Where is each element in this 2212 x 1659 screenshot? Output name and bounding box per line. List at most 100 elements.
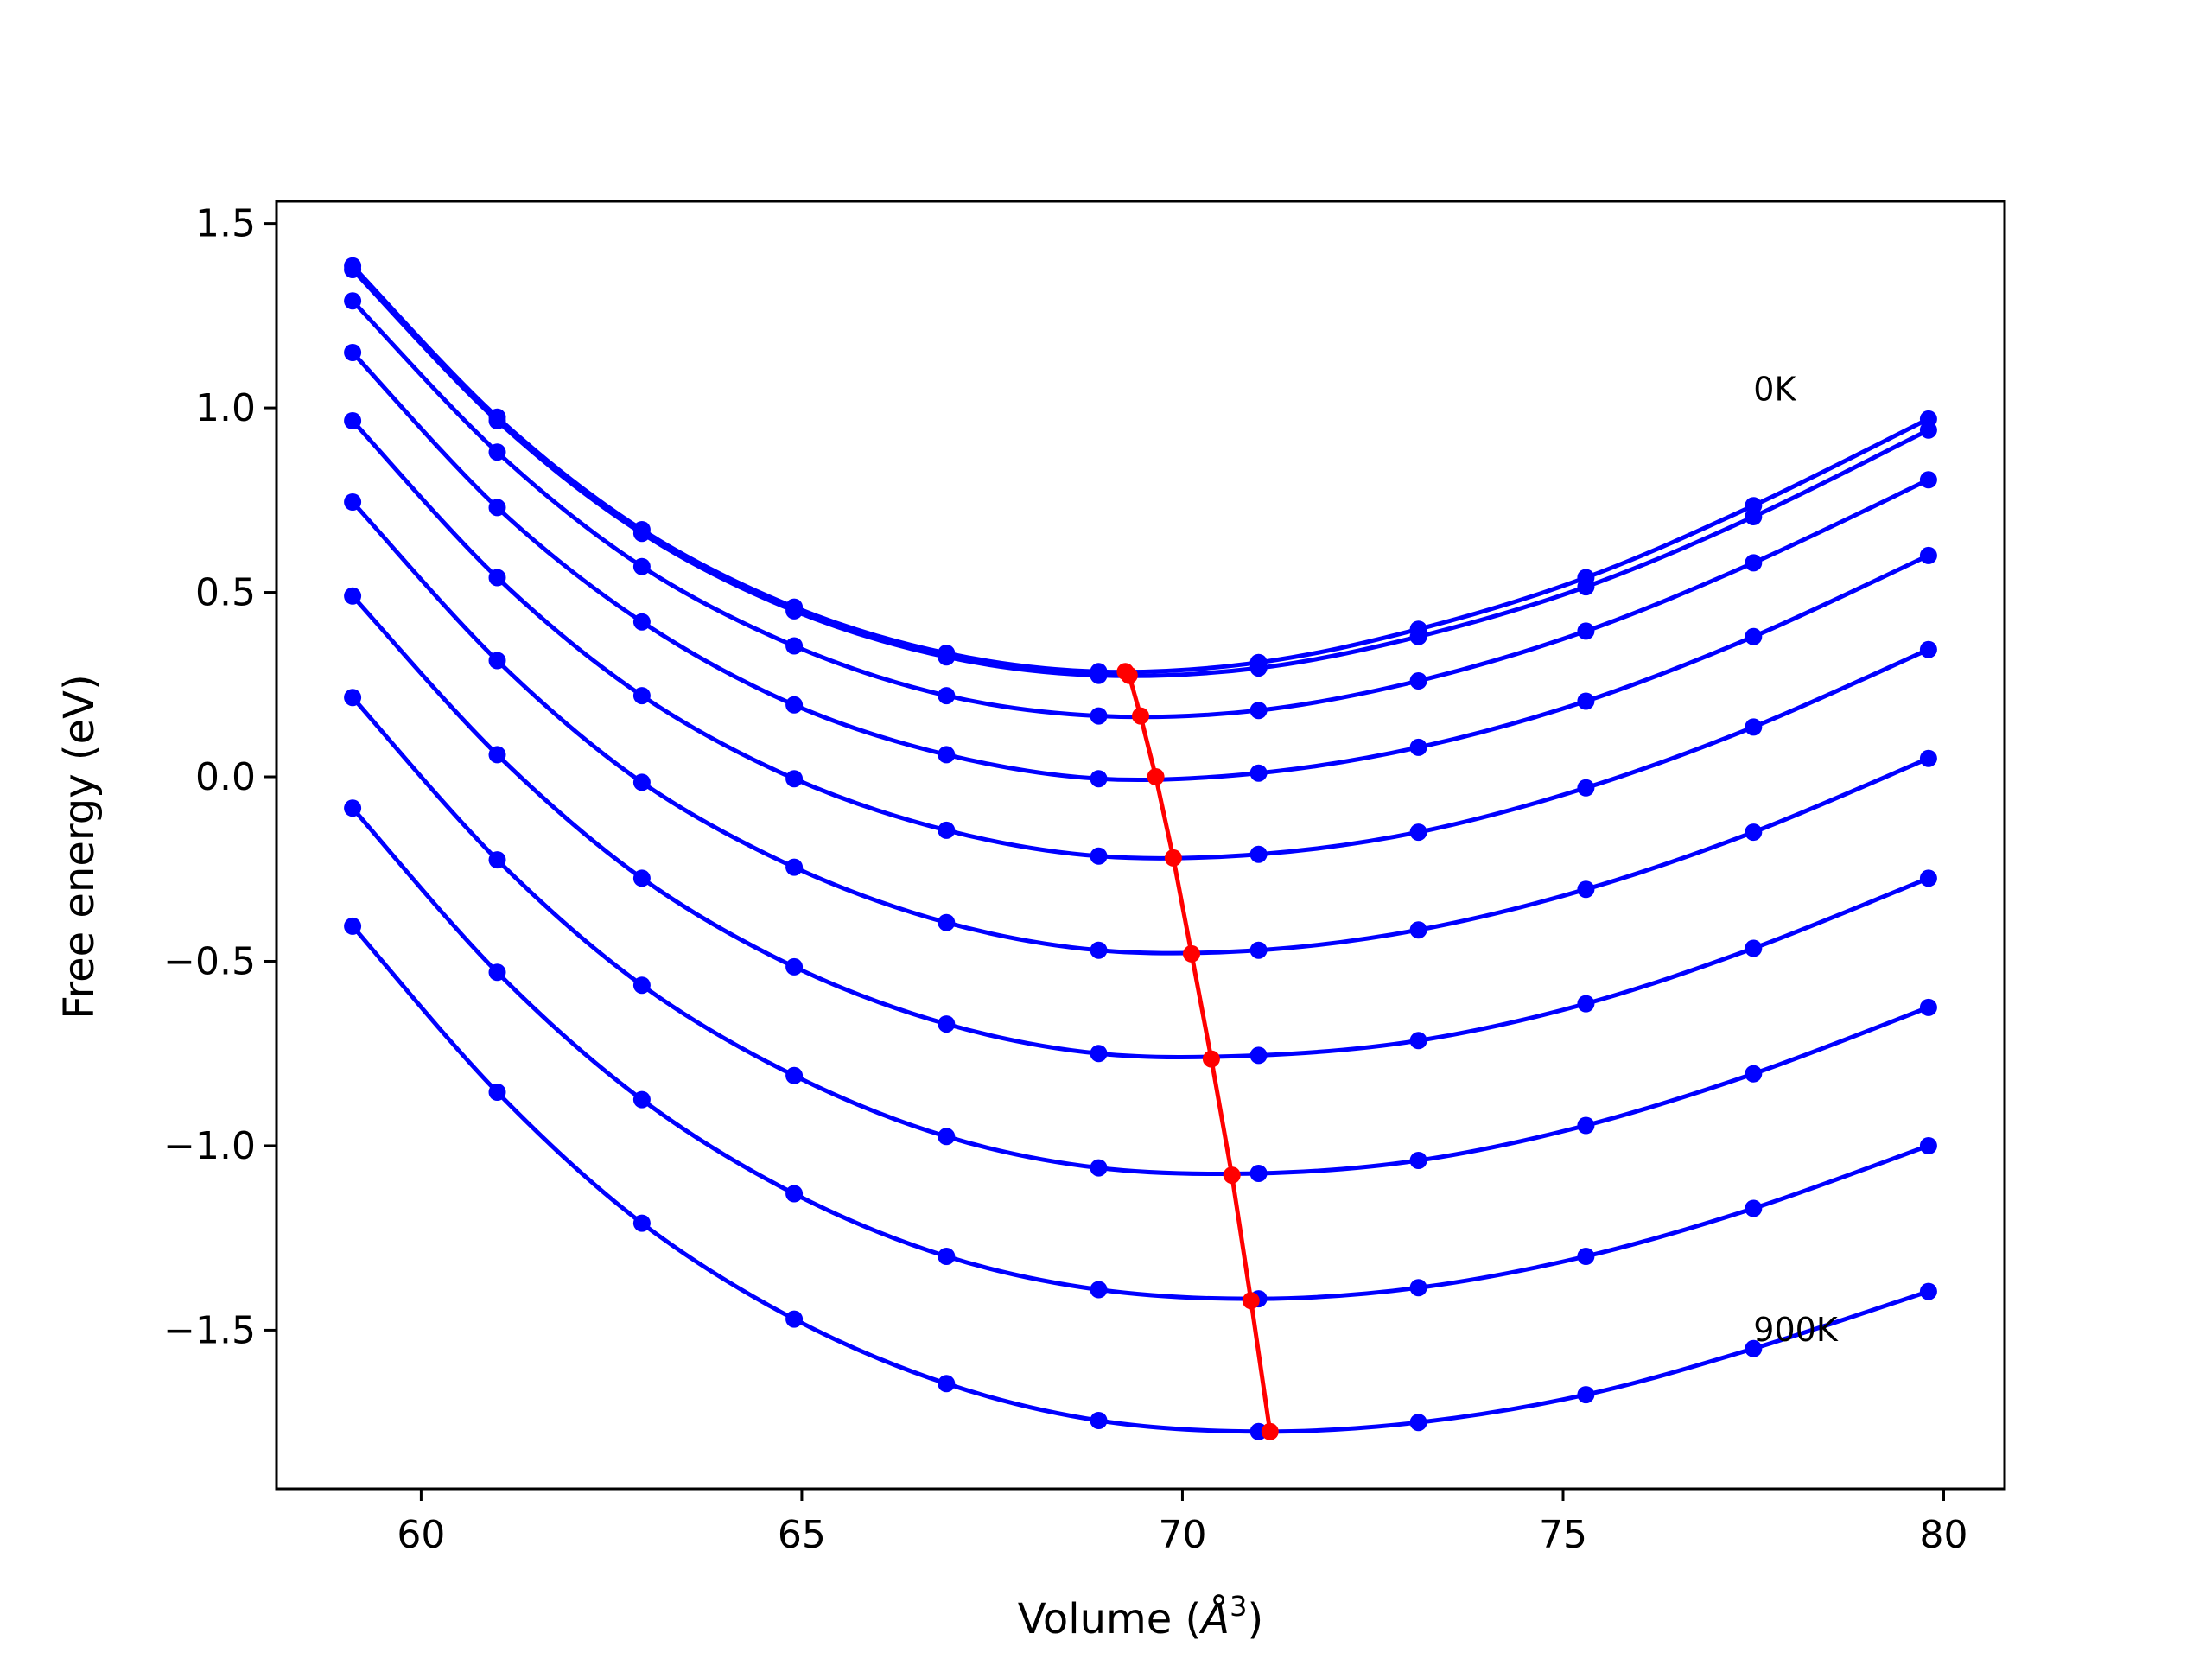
- isotherm-point: [1919, 1282, 1937, 1300]
- isotherm-series-0: [344, 257, 1937, 681]
- minima-point: [1164, 849, 1182, 867]
- isotherm-point: [938, 1015, 956, 1033]
- isotherm-line: [351, 696, 1929, 1177]
- x-tick-label: 60: [397, 1513, 445, 1557]
- isotherm-point: [632, 687, 651, 705]
- isotherm-point: [1090, 770, 1108, 788]
- isotherm-point: [1919, 471, 1937, 489]
- minima-point: [1147, 768, 1165, 785]
- isotherm-series-9: [344, 917, 1937, 1440]
- isotherm-point: [1577, 880, 1595, 899]
- isotherm-point: [344, 917, 362, 935]
- isotherm-point: [1249, 1165, 1268, 1182]
- minima-point: [1242, 1292, 1260, 1310]
- isotherm-series-2: [344, 292, 1937, 725]
- isotherm-point: [344, 261, 362, 278]
- isotherm-point: [1745, 939, 1763, 957]
- isotherm-point: [1409, 1032, 1427, 1050]
- x-axis-label-unit: Å: [1198, 1594, 1230, 1643]
- y-tick-label: 0.5: [195, 571, 256, 615]
- isotherm-point: [1745, 627, 1763, 645]
- isotherm-point: [1745, 554, 1763, 572]
- minima-point: [1132, 707, 1149, 725]
- x-axis-ticks: 60 65 70 75 80: [397, 1489, 1968, 1557]
- isotherm-point: [1409, 738, 1427, 756]
- isotherm-series-4: [344, 412, 1937, 865]
- isotherm-point: [1745, 1339, 1763, 1357]
- isotherm-point: [938, 913, 956, 931]
- isotherm-point: [1090, 847, 1108, 865]
- annotation-layer: 0K 900K: [1753, 371, 1839, 1350]
- isotherm-line: [351, 806, 1929, 1301]
- x-axis-label-exponent: 3: [1230, 1590, 1247, 1623]
- curve-annotation: 900K: [1753, 1311, 1839, 1349]
- isotherm-point: [1919, 546, 1937, 564]
- isotherm-point: [488, 1084, 506, 1101]
- isotherm-line: [351, 500, 1929, 956]
- isotherm-point: [488, 746, 506, 764]
- isotherm-point: [938, 746, 956, 764]
- isotherm-line: [351, 594, 1929, 1059]
- isotherm-point: [785, 770, 804, 788]
- isotherm-point: [785, 1185, 804, 1203]
- isotherm-point: [1409, 921, 1427, 939]
- isotherm-point: [785, 1066, 804, 1084]
- isotherm-series-8: [344, 799, 1937, 1308]
- isotherm-point: [1090, 707, 1108, 725]
- isotherm-point: [1409, 823, 1427, 842]
- isotherm-series-3: [344, 344, 1937, 788]
- x-axis-label-close: ): [1247, 1595, 1263, 1643]
- curve-annotation: 0K: [1753, 371, 1796, 409]
- isotherm-point: [344, 493, 362, 511]
- isotherm-point: [344, 689, 362, 707]
- isotherm-point: [785, 601, 804, 620]
- minima-point: [1261, 1422, 1279, 1440]
- isotherm-point: [1249, 941, 1268, 959]
- axes-frame: [275, 200, 2006, 1491]
- isotherm-point: [488, 569, 506, 587]
- isotherm-series-5: [344, 493, 1937, 959]
- isotherm-point: [785, 957, 804, 976]
- isotherm-point: [938, 687, 956, 705]
- isotherm-point: [938, 1375, 956, 1393]
- minima-point: [1120, 666, 1138, 684]
- isotherm-point: [1745, 508, 1763, 525]
- isotherm-point: [1577, 1248, 1595, 1265]
- isotherm-point: [344, 344, 362, 361]
- isotherm-point: [1745, 1065, 1763, 1083]
- isotherm-point: [1249, 845, 1268, 863]
- isotherm-point: [785, 1310, 804, 1328]
- isotherm-point: [1745, 1199, 1763, 1217]
- isotherm-point: [344, 799, 362, 817]
- y-axis-label: Free energy (eV): [55, 674, 104, 1019]
- y-axis-ticks: −1.5 −1.0 −0.5 0.0 0.5 1.0 1.5: [163, 202, 276, 1352]
- isotherm-point: [785, 858, 804, 876]
- isotherm-point: [632, 869, 651, 887]
- x-tick-label: 70: [1158, 1513, 1206, 1557]
- isotherm-point: [488, 963, 506, 982]
- isotherm-point: [785, 696, 804, 714]
- isotherm-point: [632, 557, 651, 575]
- y-tick-label: 0.0: [195, 755, 256, 799]
- isotherm-point: [632, 773, 651, 791]
- isotherm-series-6: [344, 587, 1937, 1065]
- isotherm-point: [1249, 659, 1268, 677]
- isotherm-point: [632, 1214, 651, 1232]
- isotherm-point: [1919, 1137, 1937, 1154]
- isotherm-point: [1577, 1386, 1595, 1404]
- isotherm-point: [1577, 622, 1595, 640]
- minima-point: [1183, 944, 1200, 963]
- isotherm-series-7: [344, 689, 1937, 1182]
- isotherm-point: [1577, 779, 1595, 797]
- minima-line: [1123, 670, 1273, 1433]
- isotherm-line: [351, 268, 1930, 678]
- isotherm-point: [632, 613, 651, 631]
- isotherm-point: [1577, 1116, 1595, 1135]
- isotherm-point: [1409, 1279, 1427, 1297]
- isotherm-point: [1745, 718, 1763, 736]
- x-axis-label-text: Volume (: [1018, 1595, 1202, 1643]
- x-tick-label: 80: [1920, 1513, 1968, 1557]
- isotherm-point: [1090, 1412, 1108, 1429]
- y-tick-label: −1.5: [163, 1308, 256, 1352]
- isotherm-point: [1090, 1045, 1108, 1063]
